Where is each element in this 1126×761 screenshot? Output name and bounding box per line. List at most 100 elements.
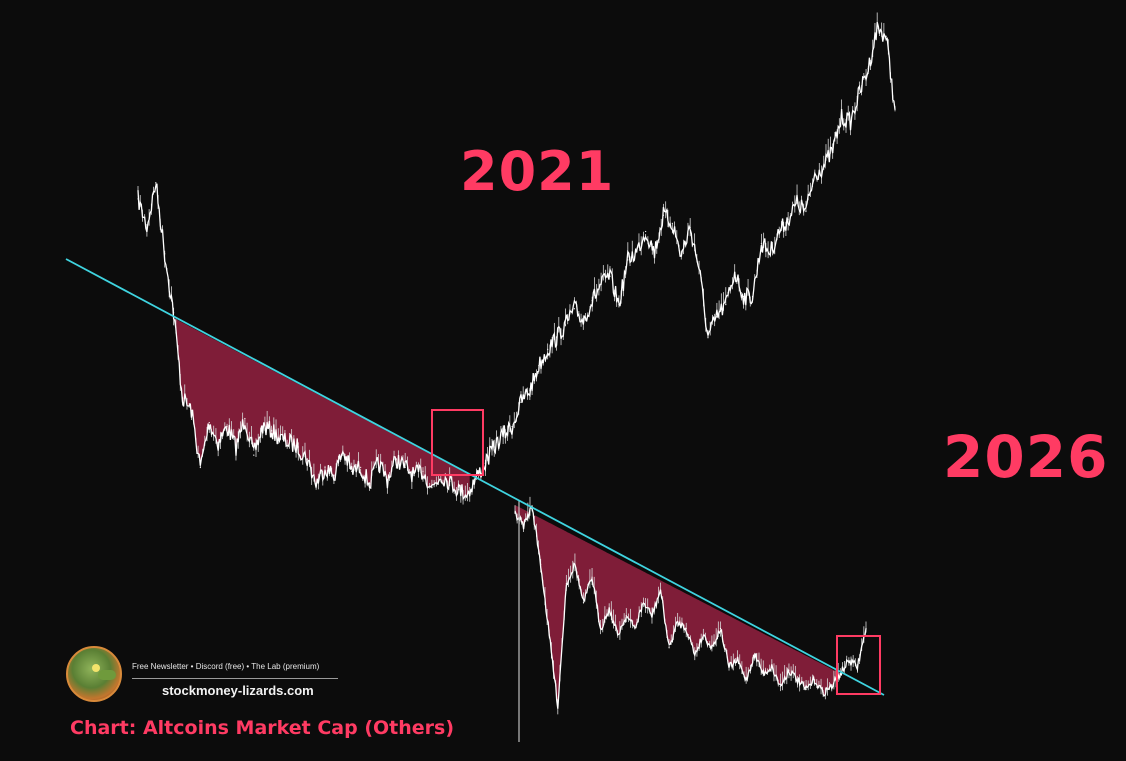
data-point — [823, 165, 825, 167]
data-point — [839, 672, 841, 675]
data-point — [702, 634, 704, 636]
data-point — [848, 660, 850, 662]
data-point — [865, 627, 867, 630]
data-point — [413, 474, 415, 477]
data-point — [217, 442, 219, 444]
data-point — [564, 324, 567, 326]
data-point — [707, 336, 709, 338]
data-point — [208, 422, 210, 424]
data-point — [386, 478, 388, 481]
data-point — [698, 267, 700, 269]
data-point — [548, 634, 550, 636]
trend-fill-area-1-1 — [534, 515, 842, 709]
data-point — [627, 259, 629, 261]
data-point — [137, 198, 139, 200]
data-point — [173, 312, 175, 314]
annotation-2021: 2021 — [460, 140, 615, 203]
logo-eye — [92, 664, 100, 672]
data-point — [840, 117, 843, 119]
data-point — [677, 621, 679, 623]
data-point — [788, 669, 790, 671]
data-point — [522, 525, 525, 527]
data-point — [244, 417, 246, 420]
data-point — [796, 679, 799, 681]
data-point — [226, 426, 228, 428]
data-point — [867, 68, 869, 70]
data-point — [484, 462, 486, 464]
data-point — [651, 615, 653, 617]
data-point — [668, 647, 670, 649]
brand-site[interactable]: stockmoney-lizards.com — [162, 683, 314, 698]
trendline — [65, 258, 885, 696]
data-point — [262, 426, 264, 428]
data-point — [540, 563, 542, 565]
price-line-1 — [514, 505, 867, 709]
data-point — [736, 660, 739, 662]
data-point — [431, 487, 433, 489]
data-point — [711, 647, 713, 649]
brand-tagline: Free Newsletter • Discord (free) • The L… — [132, 662, 320, 671]
trend-fill-area-0-0 — [173, 317, 470, 499]
data-point — [689, 226, 691, 228]
data-point — [547, 348, 549, 350]
data-point — [555, 336, 558, 338]
data-point — [796, 202, 798, 204]
data-point — [253, 454, 255, 456]
data-point — [181, 397, 184, 399]
data-point — [529, 389, 531, 391]
data-point — [155, 182, 157, 184]
data-point — [805, 688, 807, 691]
data-point — [617, 634, 619, 636]
data-point — [333, 474, 335, 477]
data-point — [694, 653, 696, 655]
data-point — [600, 283, 602, 285]
data-point — [395, 458, 397, 460]
brand-block: Free Newsletter • Discord (free) • The L… — [66, 646, 356, 706]
data-point — [754, 653, 756, 655]
data-point — [404, 466, 406, 468]
data-point — [557, 704, 559, 707]
data-point — [591, 300, 593, 302]
data-point — [645, 230, 647, 233]
data-point — [885, 35, 887, 37]
data-point — [659, 589, 662, 591]
data-point — [324, 466, 326, 468]
data-point — [787, 218, 789, 220]
data-point — [745, 679, 747, 681]
data-point — [520, 401, 522, 403]
data-point — [342, 450, 344, 452]
data-point — [288, 442, 290, 444]
data-point — [279, 438, 282, 440]
data-point — [511, 426, 513, 428]
data-point — [466, 493, 469, 495]
data-point — [636, 251, 638, 253]
data-point — [831, 685, 833, 687]
data-point — [719, 627, 722, 630]
data-point — [743, 295, 745, 298]
data-point — [600, 627, 602, 630]
data-point — [573, 308, 575, 310]
data-point — [760, 243, 763, 245]
data-point — [662, 214, 665, 216]
data-point — [582, 320, 584, 322]
data-point — [832, 149, 834, 151]
data-point — [514, 512, 516, 514]
data-point — [653, 251, 656, 253]
data-point — [306, 458, 308, 460]
data-point — [779, 685, 781, 687]
data-point — [608, 608, 610, 610]
data-point — [734, 271, 736, 273]
data-point — [634, 627, 636, 630]
data-point — [771, 666, 773, 668]
data-point — [422, 470, 424, 472]
data-point — [609, 275, 611, 277]
data-point — [618, 304, 620, 306]
data-point — [716, 316, 718, 318]
data-point — [368, 483, 371, 485]
data-point — [297, 446, 299, 448]
data-point — [190, 409, 193, 411]
data-point — [591, 576, 593, 578]
annotation-2026: 2026 — [943, 423, 1109, 491]
data-point — [164, 253, 166, 255]
